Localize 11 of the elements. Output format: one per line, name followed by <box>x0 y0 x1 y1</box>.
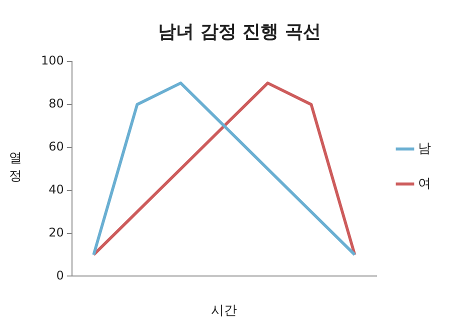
y-tick-label: 80 <box>48 96 64 111</box>
y-tick-label: 0 <box>56 268 64 282</box>
y-axis-title: 열정 <box>9 150 23 186</box>
legend-label: 남 <box>418 141 431 156</box>
y-tick-label: 60 <box>48 140 64 154</box>
y-tick-label: 20 <box>48 225 64 240</box>
y-tick-label: 100 <box>41 54 64 68</box>
chart-title: 남녀 감정 진행 곡선 <box>158 21 321 42</box>
y-tick-label: 40 <box>48 182 64 196</box>
x-axis-title: 시간 <box>211 304 238 319</box>
legend-label: 여 <box>418 176 431 192</box>
